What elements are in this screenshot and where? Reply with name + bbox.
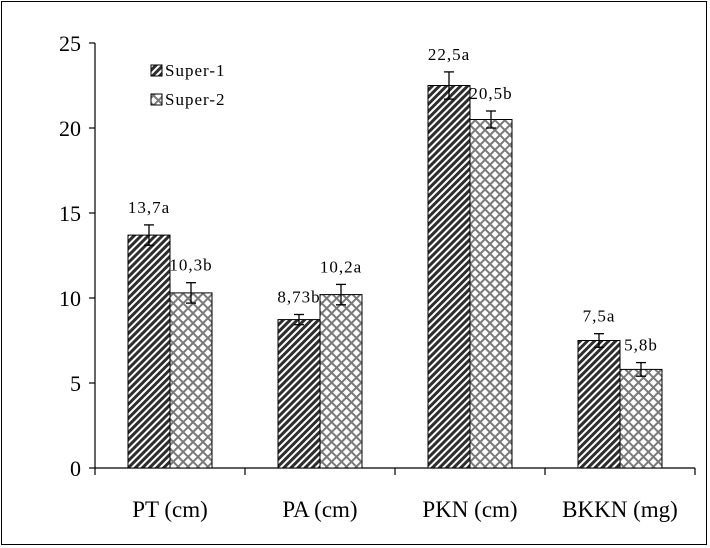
x-tick-label: BKKN (mg) [562,497,678,522]
data-label: 13,7a [128,198,170,217]
y-tick-label: 15 [59,201,81,226]
data-label: 8,73b [277,287,320,306]
legend-swatch [150,93,163,106]
bar [277,319,321,469]
data-label: 22,5a [428,45,470,64]
legend-label: Super-1 [165,61,225,80]
y-tick-label: 25 [59,31,81,56]
data-label: 5,8b [624,336,658,355]
error-bars [144,71,646,377]
y-tick-label: 20 [59,116,81,141]
bar [169,292,213,469]
legend: Super-1 Super-2 [150,61,225,109]
data-label: 10,3b [169,256,212,275]
x-tick-label: PKN (cm) [422,497,517,522]
x-tick-label: PT (cm) [132,497,208,522]
legend-label: Super-2 [165,90,225,109]
data-labels: 13,7a 8,73b 22,5a 7,5a 10,3b 10,2a 20,5b 5,8b [128,45,658,355]
bar [319,294,363,469]
data-label: 7,5a [583,307,616,326]
y-tick-label: 0 [70,456,81,481]
bar [127,234,171,469]
bar [427,85,471,469]
data-label: 10,2a [320,257,362,276]
data-label: 20,5b [469,84,512,103]
y-tick-label: 10 [59,286,81,311]
y-tick-label: 5 [70,371,81,396]
bar [577,340,621,469]
legend-swatch [150,64,163,77]
x-tick-label: PA (cm) [282,497,357,522]
bar [619,368,663,469]
bars [127,85,663,469]
bar [469,119,513,469]
